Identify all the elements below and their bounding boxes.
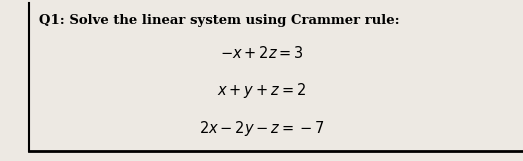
Text: $-x + 2z = 3$: $-x + 2z = 3$: [220, 45, 303, 61]
Text: Q1: Solve the linear system using Crammer rule:: Q1: Solve the linear system using Cramme…: [39, 14, 400, 28]
Text: $x + y + z = 2$: $x + y + z = 2$: [217, 81, 306, 100]
Text: $2x - 2y - z = -7$: $2x - 2y - z = -7$: [199, 119, 324, 138]
